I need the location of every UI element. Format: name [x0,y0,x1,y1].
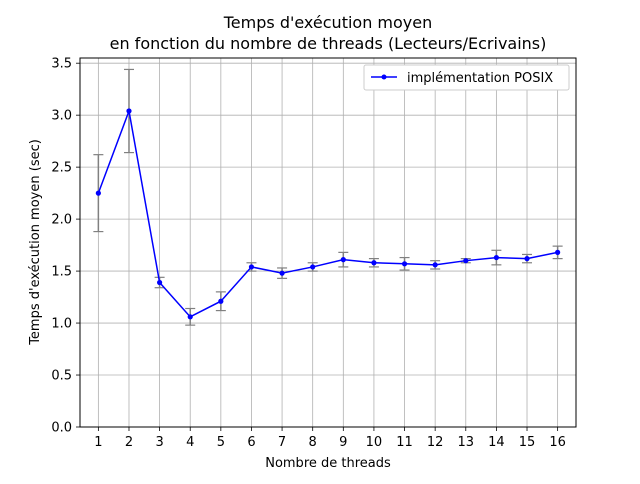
data-series [95,108,561,320]
x-tick-label: 5 [217,435,225,450]
plot-frame [79,57,577,428]
y-tick-label: 0.5 [51,369,72,384]
x-tick-label: 16 [549,435,566,450]
chart-title-line-1: Temps d'exécution moyen [223,13,433,32]
x-tick-label: 13 [458,435,475,450]
x-tick-label: 11 [396,435,413,450]
data-point [157,279,163,286]
data-point [340,257,346,263]
legend-box [363,64,570,91]
data-point [432,262,438,268]
data-point [279,270,285,276]
x-tick-label: 12 [427,435,444,450]
y-axis: 0.0 0.5 1.0 1.5 2.0 2.5 3.0 3.5 [51,57,80,436]
series-line [97,108,558,318]
data-point [310,264,316,270]
data-point [248,264,255,270]
y-tick-label: 2.5 [51,161,72,176]
data-point [524,256,530,262]
x-tick-label: 4 [186,435,194,450]
data-point [493,254,499,261]
chart-title-line-2: en fonction du nombre de threads (Lecteu… [110,34,547,53]
x-tick-label: 7 [278,435,286,450]
legend-marker [381,74,387,80]
data-point [95,190,101,196]
x-tick-label: 10 [366,435,383,450]
x-tick-label: 15 [519,435,536,450]
data-point [401,261,408,267]
data-point [371,260,377,266]
y-tick-label: 3.0 [51,109,72,124]
data-point [187,314,193,320]
x-tick-label: 3 [155,435,163,450]
x-tick-label: 6 [247,435,255,450]
x-tick-label: 8 [309,435,317,450]
y-tick-label: 2.0 [51,213,72,228]
y-axis-label: Temps d'exécution moyen (sec) [28,139,43,346]
data-point [555,249,561,255]
data-point [463,258,469,264]
y-tick-label: 1.0 [51,317,72,332]
data-point [126,108,132,114]
error-bars [93,68,563,326]
x-tick-label: 2 [125,435,133,450]
data-point [218,298,224,304]
y-tick-label: 1.5 [51,265,72,280]
legend: implémentation POSIX [363,64,570,91]
x-tick-label: 9 [339,435,347,450]
y-tick-label: 0.0 [51,421,72,436]
x-tick-label: 1 [94,435,102,450]
y-tick-label: 3.5 [51,57,72,72]
grid-lines [80,58,576,428]
legend-label: implémentation POSIX [407,71,553,86]
x-tick-label: 14 [488,435,505,450]
x-axis-label: Nombre de threads [265,456,391,471]
x-axis: 1 2 3 4 5 6 7 8 9 10 11 12 13 14 15 16 [94,427,566,450]
